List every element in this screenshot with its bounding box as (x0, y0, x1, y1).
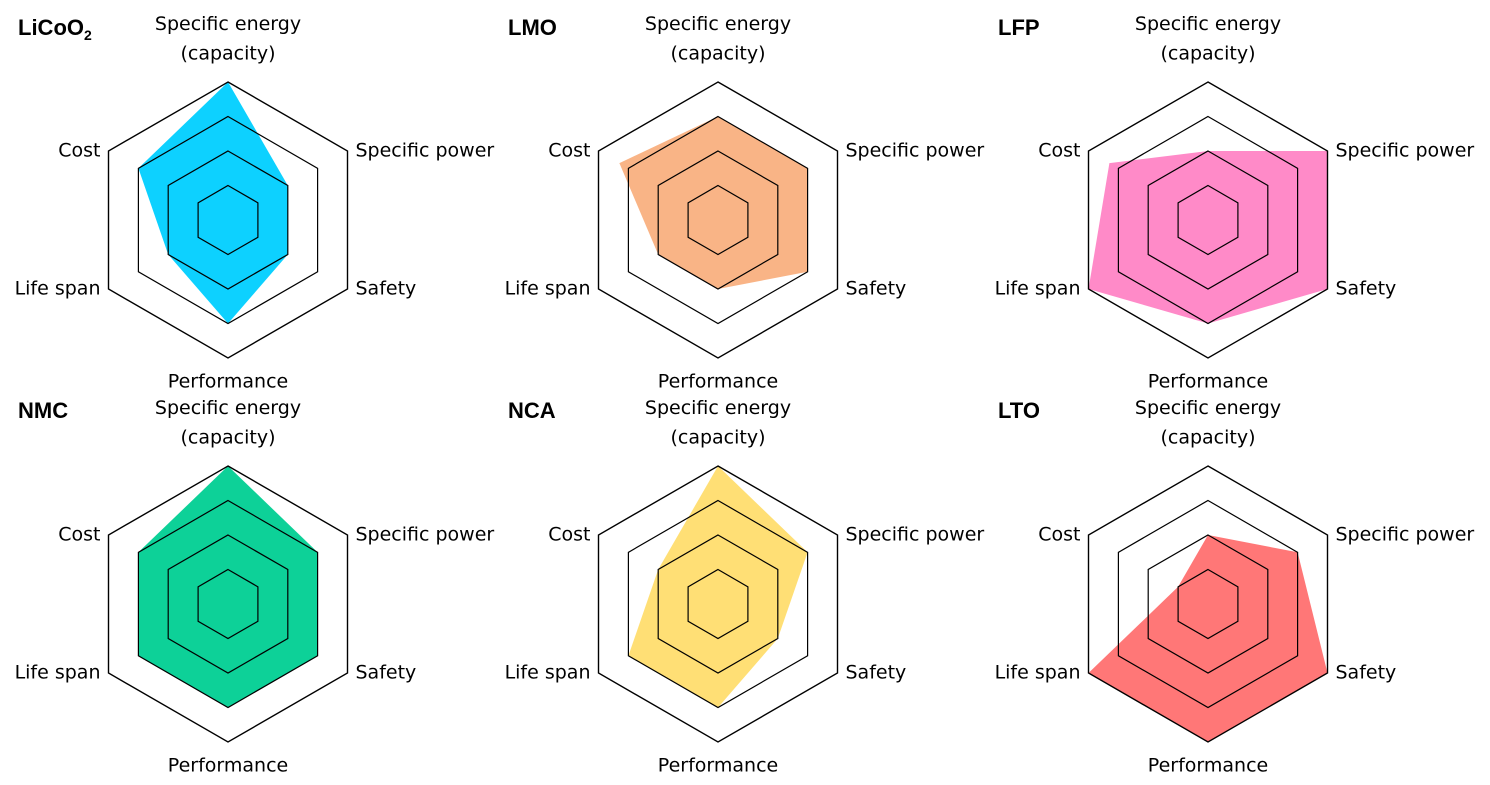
axis-label: Performance (1148, 755, 1268, 777)
axis-label: Specific power (1336, 140, 1475, 162)
axis-label: Life span (995, 662, 1081, 684)
axis-label: Cost (58, 524, 100, 546)
axis-label: Performance (168, 371, 288, 393)
axis-label: Specific power (846, 524, 985, 546)
grid-ring (597, 465, 839, 743)
axis-label: Cost (548, 140, 590, 162)
axis-label: Life span (15, 278, 101, 300)
data-polygon (138, 82, 288, 324)
axis-label: Life span (15, 662, 101, 684)
axis-label: Cost (1038, 140, 1080, 162)
axis-label: Specific energy (capacity) (155, 397, 301, 448)
grid-ring (687, 184, 749, 256)
chart-title: LMO (508, 15, 557, 40)
axis-label: Specific power (1336, 524, 1475, 546)
axis-label: Specific energy (capacity) (645, 13, 791, 64)
axis-label: Life span (505, 278, 591, 300)
axis-label: Cost (548, 524, 590, 546)
grid-ring (197, 568, 259, 640)
grid-ring (1177, 184, 1239, 256)
axis-label: Safety (356, 662, 417, 684)
data-polygon (619, 116, 808, 289)
chart-title: LiCoO2 (18, 15, 92, 43)
axis-label: Safety (1336, 278, 1397, 300)
grid-ring (107, 81, 349, 359)
axis-label: Safety (1336, 662, 1397, 684)
radar-panel-lfp: Specific energy (capacity) Specific power S… (995, 13, 1475, 393)
radar-panel-nmc: Specific energy (capacity) Specific power S… (15, 397, 495, 777)
grid-ring (107, 465, 349, 743)
grid-ring (1147, 150, 1269, 290)
axis-label: Specific power (356, 140, 495, 162)
radar-panel-lto: Specific energy (capacity) Specific power S… (995, 397, 1475, 777)
chart-title: NCA (508, 398, 556, 423)
grid-ring (597, 81, 839, 359)
radar-panel-nca: Specific energy (capacity) Specific power S… (505, 397, 985, 777)
axis-label: Specific energy (capacity) (645, 397, 791, 448)
axis-label: Specific energy (capacity) (1135, 13, 1281, 64)
axis-label: Performance (658, 371, 778, 393)
axis-label: Specific power (846, 140, 985, 162)
axis-label: Specific energy (capacity) (1135, 397, 1281, 448)
grid-ring (1147, 534, 1269, 674)
chart-title: LFP (998, 15, 1040, 40)
radar-panel-licoo: Specific energy (capacity) Specific power S… (15, 13, 495, 393)
axis-label: Safety (356, 278, 417, 300)
grid-ring (167, 534, 289, 674)
radar-panel-lmo: Specific energy (capacity) Specific power S… (505, 13, 985, 393)
axis-label: Cost (1038, 524, 1080, 546)
axis-label: Specific energy (capacity) (155, 13, 301, 64)
chart-title: LTO (998, 398, 1040, 423)
data-polygon (1088, 151, 1328, 324)
axis-label: Safety (846, 662, 907, 684)
grid-ring (687, 568, 749, 640)
chart-title: NMC (18, 398, 68, 423)
grid-ring (197, 184, 259, 256)
axis-label: Specific power (356, 524, 495, 546)
axis-label: Safety (846, 278, 907, 300)
axis-label: Performance (168, 755, 288, 777)
axis-label: Life span (505, 662, 591, 684)
axis-label: Cost (58, 140, 100, 162)
axis-label: Performance (1148, 371, 1268, 393)
axis-label: Life span (995, 278, 1081, 300)
axis-label: Performance (658, 755, 778, 777)
